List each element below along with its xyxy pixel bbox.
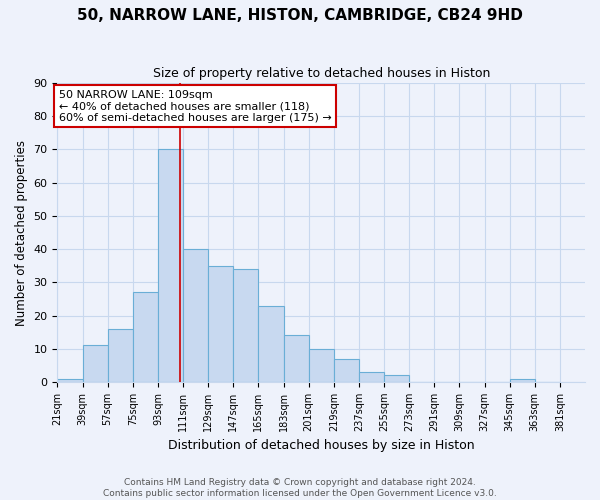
Bar <box>308 348 334 382</box>
Bar <box>359 372 384 382</box>
Bar <box>83 346 107 382</box>
Text: Contains HM Land Registry data © Crown copyright and database right 2024.
Contai: Contains HM Land Registry data © Crown c… <box>103 478 497 498</box>
Title: Size of property relative to detached houses in Histon: Size of property relative to detached ho… <box>152 68 490 80</box>
Bar <box>334 358 359 382</box>
Bar <box>208 266 233 382</box>
Bar <box>133 292 158 382</box>
Bar <box>58 378 83 382</box>
Bar <box>259 306 284 382</box>
Bar <box>233 269 259 382</box>
Text: 50 NARROW LANE: 109sqm
← 40% of detached houses are smaller (118)
60% of semi-de: 50 NARROW LANE: 109sqm ← 40% of detached… <box>59 90 332 123</box>
Text: 50, NARROW LANE, HISTON, CAMBRIDGE, CB24 9HD: 50, NARROW LANE, HISTON, CAMBRIDGE, CB24… <box>77 8 523 22</box>
Bar <box>107 329 133 382</box>
Bar <box>284 336 308 382</box>
Bar <box>183 249 208 382</box>
Bar <box>158 150 183 382</box>
Y-axis label: Number of detached properties: Number of detached properties <box>15 140 28 326</box>
Bar <box>509 378 535 382</box>
X-axis label: Distribution of detached houses by size in Histon: Distribution of detached houses by size … <box>168 440 475 452</box>
Bar <box>384 376 409 382</box>
